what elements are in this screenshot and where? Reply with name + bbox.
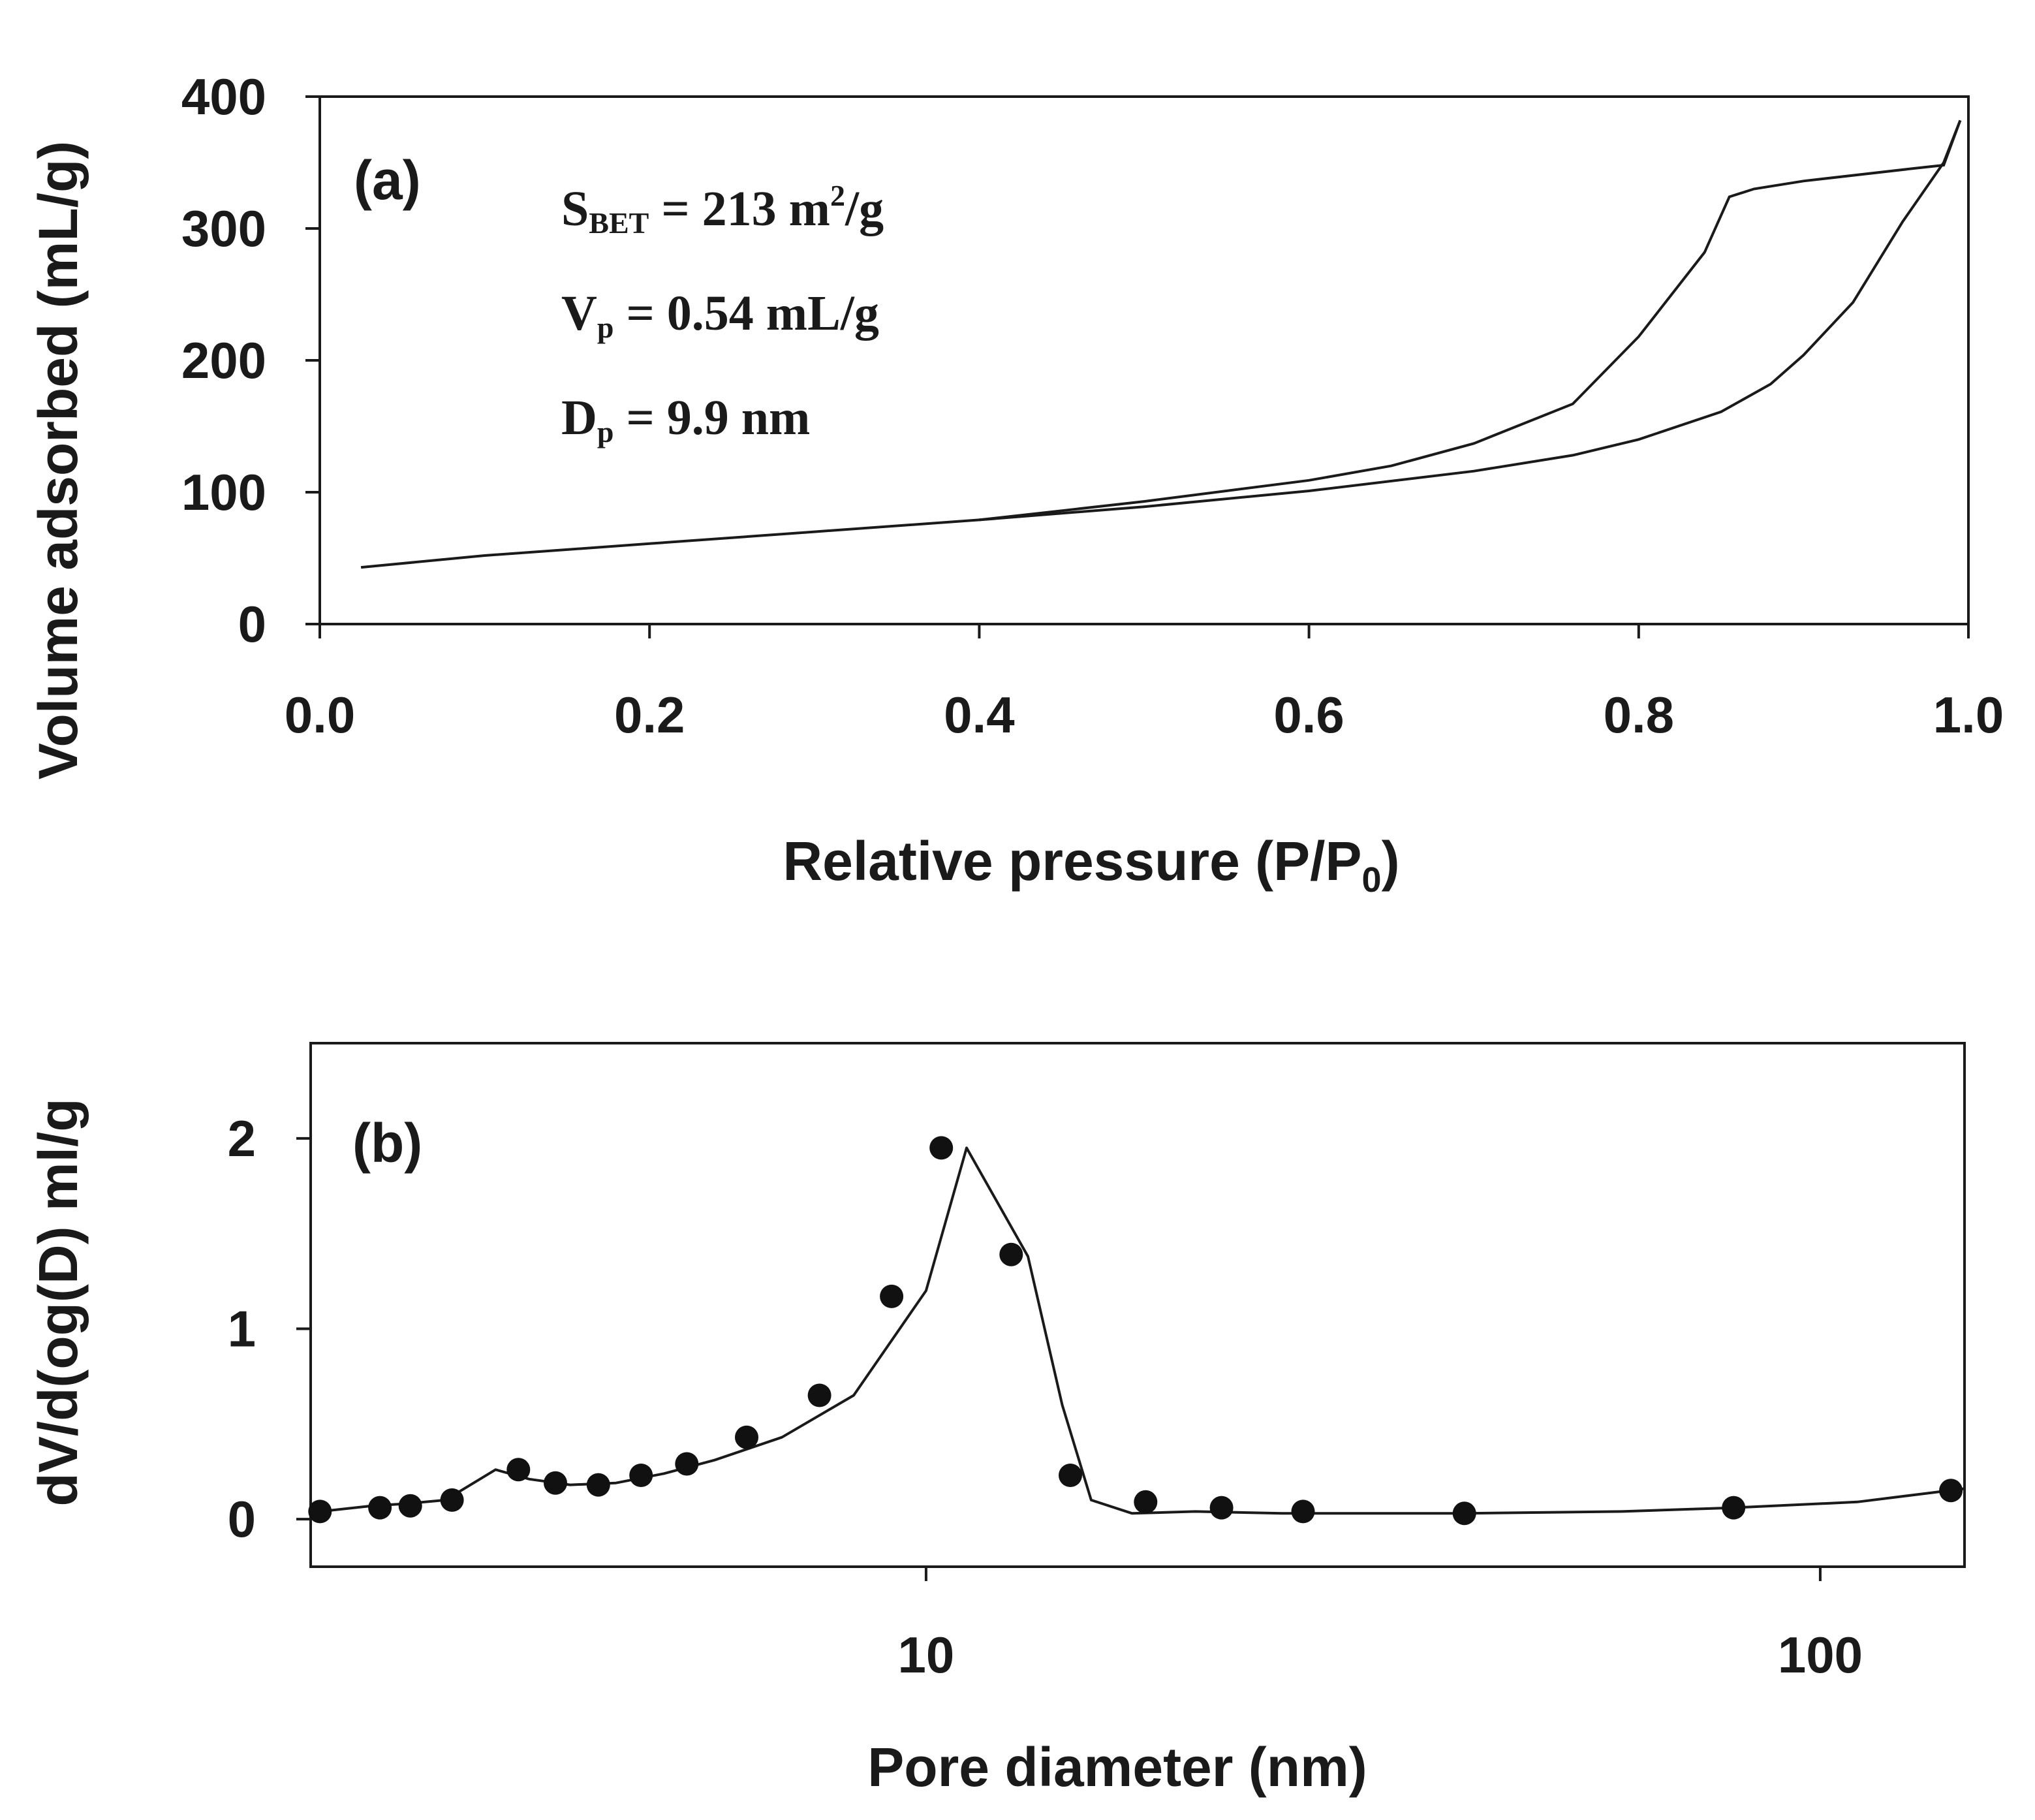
annotation-dp: Dp = 9.9 nm [561, 390, 810, 448]
data-point [735, 1425, 758, 1449]
annotation-sbet: SBET = 213 m2/g [561, 179, 884, 240]
data-point [1452, 1501, 1476, 1526]
adsorption-branch [360, 119, 1962, 569]
panel-b-plot-frame [309, 1042, 1966, 1568]
y-tick-label: 0 [238, 595, 266, 653]
data-point [586, 1473, 610, 1497]
y-tick-label: 0 [228, 1490, 256, 1548]
y-tick-label: 400 [181, 68, 266, 125]
x-tick-label: 0.0 [285, 686, 355, 744]
data-point [1209, 1496, 1234, 1520]
data-point [675, 1452, 699, 1476]
annotation-vp: Vp = 0.54 mL/g [561, 286, 879, 344]
y-tick-label: 100 [181, 463, 266, 521]
panel-b-curves [308, 1136, 1965, 1526]
panel-a-label: (a) [354, 149, 421, 211]
data-point [506, 1458, 531, 1482]
data-point [440, 1488, 464, 1512]
data-point [1134, 1490, 1158, 1514]
data-point [999, 1242, 1023, 1266]
panel-b-label: (b) [352, 1112, 422, 1174]
data-point [308, 1499, 332, 1524]
panel-a-curves [360, 119, 1962, 569]
x-tick-label: 100 [1778, 1626, 1863, 1684]
y-tick-label: 200 [181, 332, 266, 389]
data-point [1939, 1479, 1963, 1503]
panel-b-y-axis-title: dV/d(og(D) ml/g [27, 1098, 89, 1506]
desorption-branch [979, 119, 1962, 522]
panel-b-x-axis-title: Pore diameter (nm) [867, 1736, 1367, 1798]
data-point [368, 1496, 392, 1520]
data-point [629, 1464, 653, 1487]
y-tick-label: 1 [228, 1300, 256, 1357]
panel-b-pore-distribution: 10 100 0 1 2 (b) Pore diameter (nm) dV/d(og(… [27, 1042, 1966, 1798]
data-point [544, 1471, 567, 1495]
distribution-curve [320, 1146, 1965, 1515]
panel-a-y-axis-title: Volume adsorbed (mL/g) [27, 141, 89, 780]
x-tick-label: 0.6 [1273, 686, 1344, 744]
panel-a-plot-frame [318, 95, 1970, 625]
y-tick-label: 2 [228, 1110, 256, 1167]
data-point [1059, 1464, 1082, 1487]
y-tick-label: 300 [181, 200, 266, 257]
data-point [807, 1383, 831, 1407]
data-point [929, 1136, 954, 1160]
data-point [880, 1284, 904, 1308]
data-point [398, 1494, 422, 1518]
panel-b-ticks: 10 100 0 1 2 [228, 1110, 1863, 1684]
x-tick-label: 0.4 [944, 686, 1014, 744]
panel-a-x-axis-title: Relative pressure (P/P0) [783, 830, 1399, 900]
panel-a-ticks: 0.0 0.2 0.4 0.6 0.8 1.0 0 100 200 300 400 [181, 68, 2004, 744]
x-tick-label: 1.0 [1933, 686, 2004, 744]
x-tick-label: 0.2 [614, 686, 685, 744]
panel-a-isotherm: 0.0 0.2 0.4 0.6 0.8 1.0 0 100 200 300 400 (a) SBET… [27, 68, 2004, 900]
x-tick-label: 10 [898, 1626, 955, 1684]
x-tick-label: 0.8 [1604, 686, 1674, 744]
data-point [1291, 1499, 1315, 1524]
data-point [1722, 1496, 1746, 1520]
